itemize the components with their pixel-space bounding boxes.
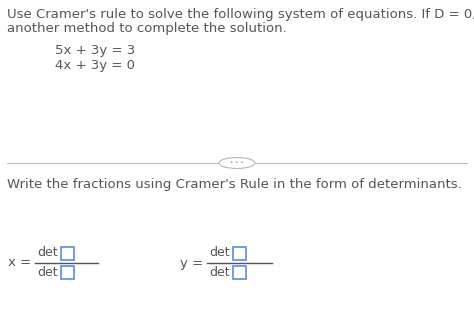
FancyBboxPatch shape — [61, 246, 74, 260]
Text: y =: y = — [180, 256, 203, 270]
Text: det: det — [209, 246, 229, 260]
Text: another method to complete the solution.: another method to complete the solution. — [7, 22, 287, 35]
Text: 5x + 3y = 3: 5x + 3y = 3 — [55, 44, 135, 57]
FancyBboxPatch shape — [61, 266, 74, 279]
Ellipse shape — [219, 158, 255, 168]
Text: x =: x = — [8, 256, 31, 270]
Text: • • •: • • • — [230, 160, 244, 165]
Text: Use Cramer's rule to solve the following system of equations. If D = 0, use: Use Cramer's rule to solve the following… — [7, 8, 474, 21]
Text: det: det — [209, 266, 229, 279]
FancyBboxPatch shape — [233, 266, 246, 279]
Text: Write the fractions using Cramer's Rule in the form of determinants.: Write the fractions using Cramer's Rule … — [7, 178, 462, 191]
Text: 4x + 3y = 0: 4x + 3y = 0 — [55, 59, 135, 72]
FancyBboxPatch shape — [233, 246, 246, 260]
Text: det: det — [37, 246, 58, 260]
Text: det: det — [37, 266, 58, 279]
